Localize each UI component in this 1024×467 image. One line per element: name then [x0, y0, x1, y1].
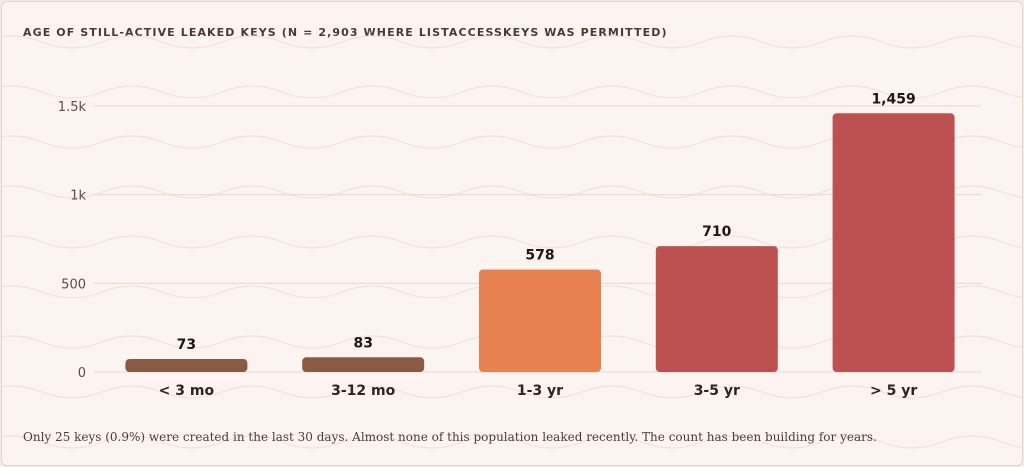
data-label: 578: [525, 248, 554, 264]
data-label: 710: [702, 224, 731, 240]
data-labels: 73 83 578 710 1,459: [177, 91, 916, 353]
background-wave: [2, 435, 1022, 449]
x-tick-label: 3-12 mo: [331, 383, 395, 399]
background-wave: [2, 85, 1022, 99]
y-tick-label: 500: [61, 277, 86, 292]
data-label: 83: [353, 335, 372, 351]
bar: [655, 246, 778, 372]
x-tick-label: 3-5 yr: [694, 383, 740, 399]
x-tick-label: < 3 mo: [159, 383, 215, 399]
y-axis: 0 500 1k 1.5k: [58, 100, 87, 381]
x-axis: < 3 mo 3-12 mo 1-3 yr 3-5 yr > 5 yr: [159, 383, 918, 399]
y-tick-label: 1.5k: [58, 100, 87, 115]
y-tick-label: 0: [78, 366, 86, 381]
data-label: 1,459: [871, 91, 915, 107]
bar: [832, 113, 955, 373]
background-wave: [2, 35, 1022, 49]
bar: [302, 357, 425, 372]
bar: [125, 359, 248, 372]
chart-title: AGE OF STILL-ACTIVE LEAKED KEYS (N = 2,9…: [23, 26, 668, 39]
x-tick-label: > 5 yr: [870, 383, 917, 399]
chart-caption: Only 25 keys (0.9%) were created in the …: [23, 430, 877, 444]
background-wave: [2, 385, 1022, 399]
data-label: 73: [177, 337, 196, 353]
y-tick-label: 1k: [70, 189, 86, 204]
bar: [479, 269, 601, 372]
x-tick-label: 1-3 yr: [517, 383, 563, 399]
bars: [125, 113, 955, 373]
